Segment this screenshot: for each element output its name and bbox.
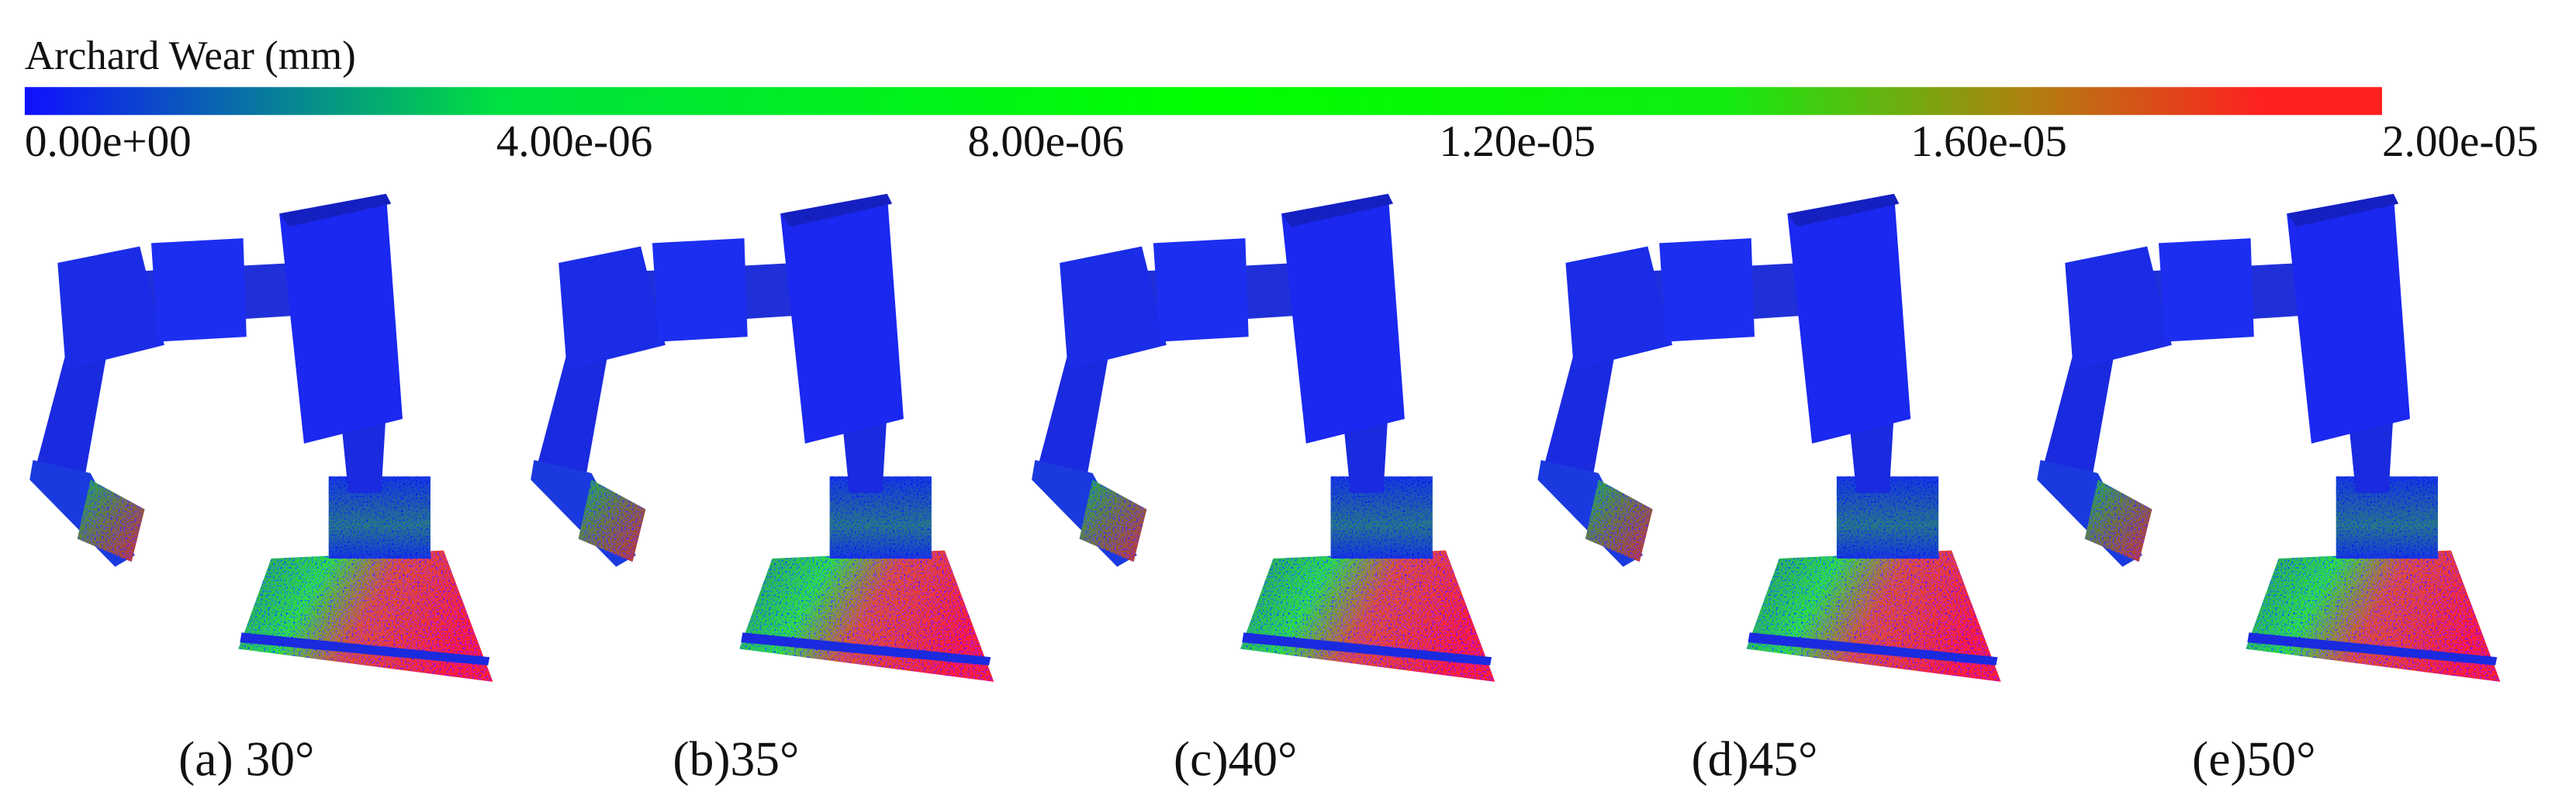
panel-caption: (d)45° [1691, 732, 1817, 787]
colorbar [24, 87, 2382, 116]
panel-image [29, 194, 493, 682]
colorbar-tick-label: 8.00e-06 [968, 117, 1125, 166]
panel-image [531, 194, 994, 682]
panel-caption: (e)50° [2192, 732, 2315, 787]
colorbar-tick-label: 0.00e+00 [25, 117, 192, 166]
panel-caption: (c)40° [1174, 732, 1297, 787]
panel-image [1032, 194, 1495, 682]
panel-image [1537, 194, 2000, 682]
panel-image [2037, 194, 2500, 682]
colorbar-tick-label: 2.00e-05 [2382, 117, 2539, 166]
colorbar-title: Archard Wear (mm) [25, 33, 356, 78]
colorbar-tick-label: 4.00e-06 [496, 117, 653, 166]
colorbar-tick-label: 1.20e-05 [1439, 117, 1596, 166]
colorbar-tick-label: 1.60e-05 [1910, 117, 2067, 166]
panel-caption: (b)35° [673, 732, 799, 787]
colorbar-ticks: 0.00e+00 4.00e-06 8.00e-06 1.20e-05 1.60e-05… [25, 117, 2539, 166]
panel-caption: (a) 30° [178, 732, 314, 787]
